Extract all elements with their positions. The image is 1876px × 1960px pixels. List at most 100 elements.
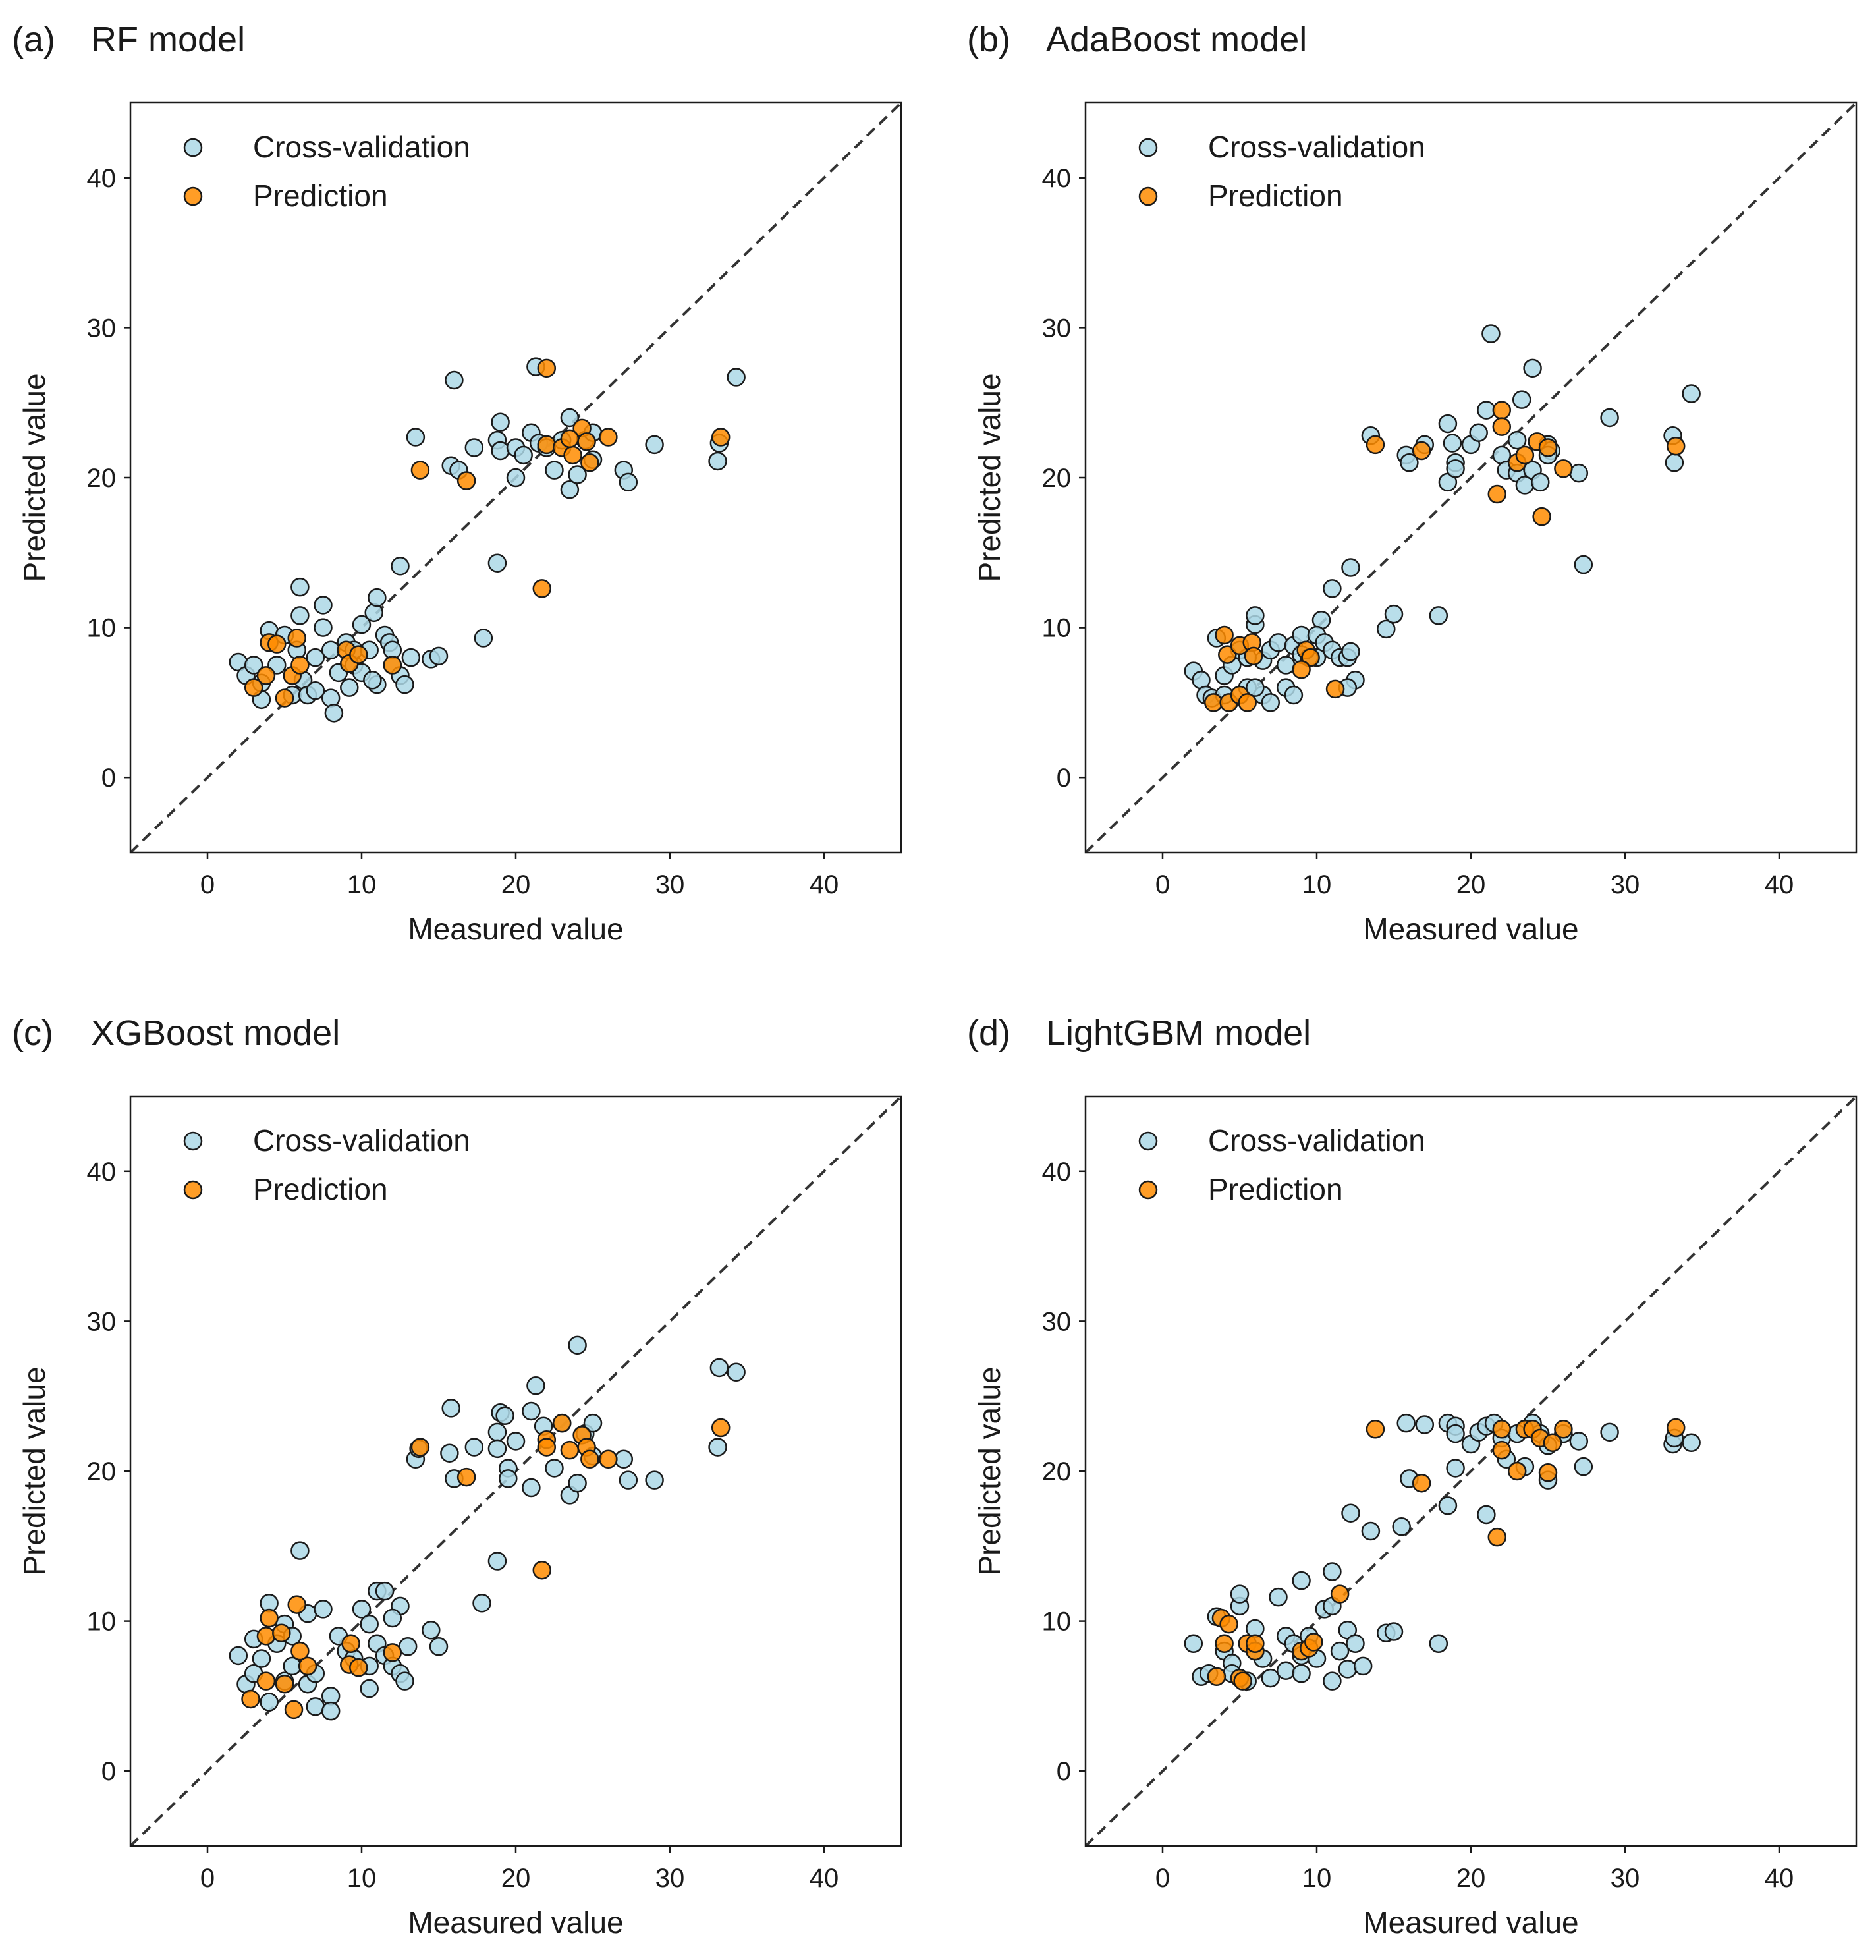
y-axis-label: Predicted value (972, 373, 1007, 582)
data-point (383, 1643, 402, 1662)
data-point (560, 408, 580, 428)
y-tick-label: 20 (1042, 464, 1072, 493)
identity-line (1086, 103, 1856, 853)
data-point (537, 435, 557, 455)
data-point (1203, 693, 1223, 712)
data-point (1446, 1459, 1465, 1478)
data-point (560, 429, 580, 449)
data-point (395, 675, 414, 694)
data-point (398, 1637, 418, 1656)
data-point (1341, 558, 1360, 577)
x-tick-label: 20 (1456, 870, 1486, 899)
data-point (1446, 459, 1465, 478)
data-point (1487, 484, 1507, 504)
y-axis-label: Predicted value (972, 1366, 1007, 1575)
data-point (487, 1552, 507, 1571)
y-axis-label: Predicted value (17, 373, 51, 582)
data-point (314, 1600, 333, 1619)
data-point (275, 1674, 294, 1694)
data-point (619, 1470, 638, 1490)
data-point (1292, 660, 1311, 679)
data-point (383, 1608, 402, 1628)
legend-label: Prediction (1208, 179, 1343, 213)
data-point (256, 1671, 276, 1691)
x-axis-label: Measured value (408, 912, 623, 946)
data-point (1361, 1521, 1381, 1541)
data-point (1492, 401, 1512, 420)
legend-marker (183, 1180, 203, 1200)
x-tick-label: 10 (347, 1864, 377, 1893)
data-point (1341, 1503, 1360, 1523)
data-point (1412, 441, 1431, 461)
data-point (306, 1697, 325, 1716)
data-point (256, 1627, 276, 1646)
data-point (563, 445, 582, 465)
legend: Cross-validation Prediction (183, 130, 470, 213)
x-tick-label: 30 (1611, 1864, 1640, 1893)
data-point (349, 1658, 368, 1677)
y-tick-label: 40 (87, 1158, 117, 1187)
data-point (241, 1689, 260, 1709)
data-point (1492, 1420, 1512, 1439)
data-point (352, 615, 372, 634)
data-point (1219, 1614, 1238, 1634)
data-point (1569, 463, 1589, 483)
subplot-title: RF model (91, 20, 245, 59)
data-point (341, 1634, 360, 1653)
data-point (526, 1376, 545, 1395)
data-point (1261, 693, 1281, 712)
y-tick-label: 40 (1042, 164, 1072, 193)
y-tick-label: 20 (87, 464, 117, 493)
data-point (560, 1440, 580, 1460)
data-point (1415, 1415, 1435, 1434)
data-point (429, 1637, 449, 1656)
legend: Cross-validation Prediction (1138, 130, 1425, 213)
panel-label: (c) (12, 1013, 53, 1053)
data-point (1429, 1634, 1448, 1653)
data-point (1574, 1457, 1593, 1476)
data-point (260, 1693, 279, 1712)
x-tick-label: 40 (810, 1864, 839, 1893)
identity-line (1086, 1096, 1856, 1846)
legend-label: Cross-validation (1208, 1123, 1425, 1158)
data-point (522, 1401, 541, 1421)
legend-marker (183, 186, 203, 206)
data-point (1574, 555, 1593, 574)
data-point (1292, 1664, 1311, 1683)
data-point (1246, 606, 1265, 625)
data-point (1366, 435, 1385, 455)
data-point (514, 445, 533, 465)
data-point (1554, 459, 1573, 478)
data-point (474, 629, 493, 648)
data-point (1396, 1413, 1416, 1433)
x-tick-label: 30 (1611, 870, 1640, 899)
legend: Cross-validation Prediction (183, 1123, 470, 1206)
data-point (1233, 1671, 1252, 1691)
data-point (256, 666, 276, 685)
data-point (1538, 1463, 1558, 1482)
data-point (1523, 358, 1542, 378)
data-point (464, 1438, 484, 1457)
data-point (395, 1671, 414, 1691)
data-point (306, 681, 325, 700)
legend-marker (1138, 186, 1158, 206)
data-point (244, 678, 263, 697)
data-point (537, 358, 557, 378)
y-tick-label: 0 (101, 1757, 116, 1786)
subplot-title: LightGBM model (1046, 1013, 1311, 1053)
data-point (456, 471, 476, 490)
data-point (1261, 1668, 1281, 1688)
data-point (1538, 438, 1558, 457)
data-point (284, 1700, 304, 1720)
data-point (349, 645, 368, 664)
data-point (321, 640, 341, 659)
data-point (727, 1362, 746, 1382)
data-point (487, 1422, 507, 1442)
data-point (568, 1473, 587, 1493)
data-point (1330, 1641, 1350, 1661)
y-tick-label: 10 (1042, 614, 1072, 643)
y-tick-label: 30 (1042, 314, 1072, 343)
data-point (491, 441, 510, 461)
data-point (1244, 646, 1263, 666)
y-tick-label: 20 (87, 1457, 117, 1486)
